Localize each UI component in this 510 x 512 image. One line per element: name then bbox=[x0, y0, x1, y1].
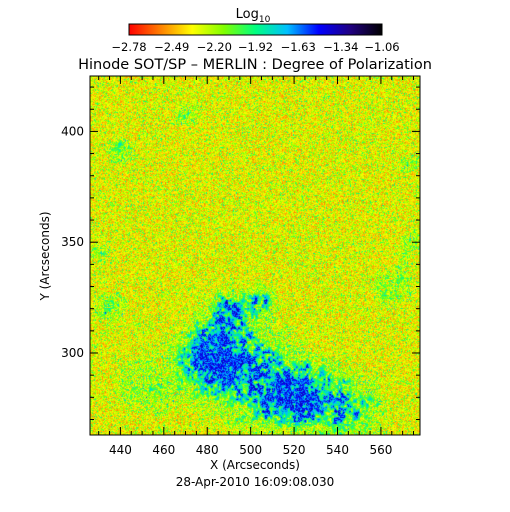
x-tick-label: 560 bbox=[369, 443, 392, 457]
colorbar: Log10 −2.78 −2.49 −2.20 −1.92 −1.63 −1.34 −1.0… bbox=[111, 7, 399, 54]
x-axis-ticks: 440 460 480 500 520 540 560 bbox=[98, 76, 414, 457]
colorbar-tick-label: −2.20 bbox=[197, 40, 232, 54]
y-axis-label: Y (Arcseconds) bbox=[38, 211, 52, 301]
x-tick-label: 460 bbox=[152, 443, 175, 457]
colorbar-tick-label: −1.92 bbox=[238, 40, 273, 54]
y-tick-label: 350 bbox=[61, 235, 84, 249]
y-tick-label: 400 bbox=[61, 124, 84, 138]
colorbar-label: Log10 bbox=[236, 7, 271, 25]
colorbar-ticks: −2.78 −2.49 −2.20 −1.92 −1.63 −1.34 −1.06 bbox=[111, 40, 399, 54]
polarization-heatmap bbox=[90, 76, 420, 435]
x-tick-label: 520 bbox=[283, 443, 306, 457]
x-tick-label: 480 bbox=[196, 443, 219, 457]
timestamp: 28-Apr-2010 16:09:08.030 bbox=[176, 475, 335, 489]
x-axis-label: X (Arcseconds) bbox=[210, 458, 300, 472]
colorbar-tick-label: −2.49 bbox=[154, 40, 189, 54]
chart-title: Hinode SOT/SP – MERLIN : Degree of Polar… bbox=[78, 57, 432, 73]
plot-area: 440 460 480 500 520 540 560 300 350 400 bbox=[61, 75, 421, 457]
colorbar-tick-label: −1.63 bbox=[281, 40, 316, 54]
colorbar-tick-label: −2.78 bbox=[111, 40, 146, 54]
colorbar-tick-label: −1.34 bbox=[323, 40, 358, 54]
y-axis-ticks: 300 350 400 bbox=[61, 86, 420, 420]
x-tick-label: 540 bbox=[326, 443, 349, 457]
x-tick-label: 500 bbox=[239, 443, 262, 457]
colorbar-gradient bbox=[128, 23, 383, 36]
plot-frame bbox=[89, 75, 421, 436]
y-tick-label: 300 bbox=[61, 346, 84, 360]
x-tick-label: 440 bbox=[109, 443, 132, 457]
colorbar-tick-label: −1.06 bbox=[364, 40, 399, 54]
